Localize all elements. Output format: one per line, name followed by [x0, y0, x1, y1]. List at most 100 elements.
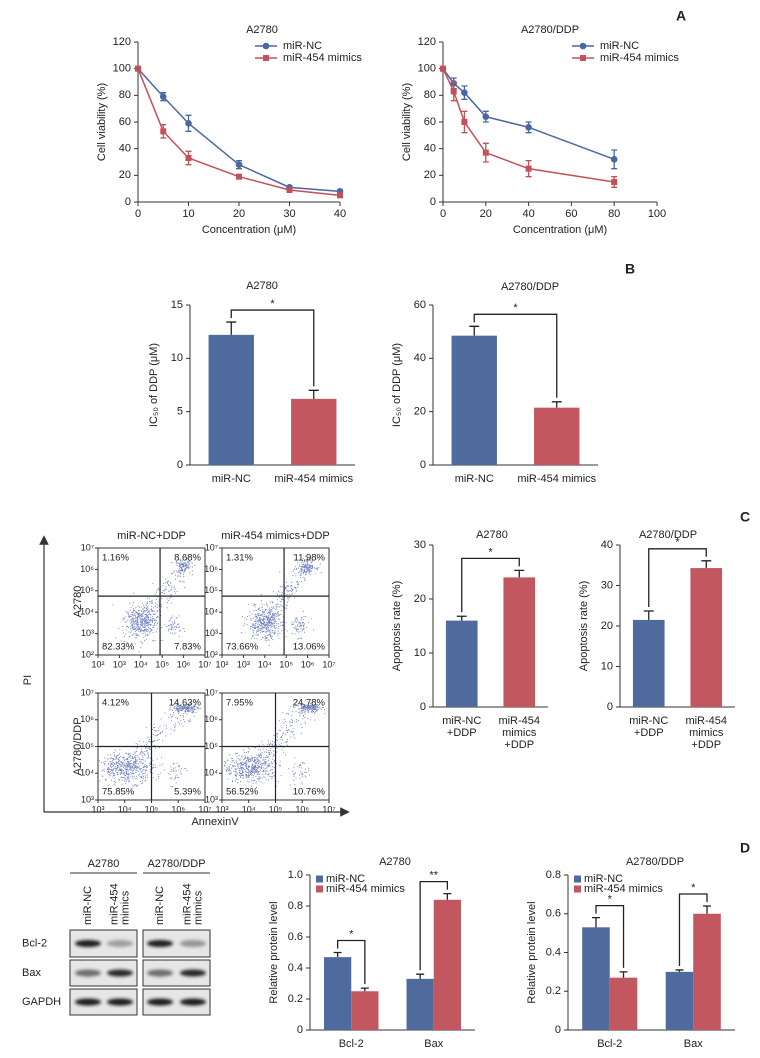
- event-dot: [278, 618, 280, 620]
- event-dot: [248, 773, 250, 775]
- error-bar: [619, 971, 628, 978]
- event-dot: [297, 705, 299, 707]
- event-dot: [268, 765, 270, 767]
- event-dot: [258, 619, 260, 621]
- event-dot: [262, 637, 264, 639]
- event-dot: [310, 711, 312, 713]
- event-dot: [154, 614, 156, 616]
- error-bar: [416, 973, 425, 979]
- event-dot: [163, 593, 166, 595]
- event-dot: [253, 775, 255, 777]
- event-dot: [121, 768, 123, 770]
- x-axis-label: AnnexinV: [191, 816, 239, 828]
- event-dot: [132, 622, 134, 624]
- event-dot: [139, 754, 141, 756]
- event-dot: [298, 707, 300, 710]
- event-dot: [186, 560, 188, 562]
- significance-label: *: [691, 882, 696, 894]
- event-dot: [138, 770, 140, 772]
- event-dot: [119, 773, 121, 775]
- event-dot: [188, 560, 190, 562]
- event-dot: [176, 774, 178, 776]
- event-dot: [259, 610, 261, 612]
- event-dot: [116, 755, 118, 757]
- event-dot: [302, 709, 305, 711]
- y-tick-label: 20: [424, 169, 436, 181]
- event-dot: [140, 770, 142, 772]
- event-dot: [146, 634, 148, 636]
- event-dot: [280, 736, 282, 738]
- event-dot: [109, 763, 112, 765]
- event-dot: [260, 639, 262, 641]
- event-dot: [145, 727, 147, 729]
- event-dot: [277, 739, 279, 742]
- event-dot: [291, 720, 293, 722]
- event-dot: [293, 568, 296, 570]
- event-dot: [239, 767, 241, 769]
- event-dot: [149, 627, 151, 629]
- event-dot: [122, 766, 125, 768]
- event-dot: [280, 774, 282, 776]
- significance-bracket: [678, 893, 708, 966]
- event-dot: [142, 642, 144, 644]
- event-dot: [115, 761, 117, 763]
- event-dot: [252, 780, 254, 782]
- x-tick-label: miR-NC: [442, 715, 481, 727]
- legend-label: miR-454 mimics: [283, 52, 362, 64]
- event-dot: [261, 603, 263, 605]
- chart-title: A2780/DDP: [501, 281, 559, 293]
- event-dot: [173, 633, 175, 635]
- event-dot: [114, 774, 116, 776]
- event-dot: [172, 615, 174, 617]
- event-dot: [301, 564, 303, 566]
- event-dot: [299, 570, 301, 573]
- event-dot: [246, 756, 248, 758]
- event-dot: [127, 761, 129, 763]
- event-dot: [302, 704, 305, 706]
- event-dot: [104, 764, 106, 766]
- event-dot: [135, 772, 137, 774]
- marker: [440, 65, 446, 72]
- event-dot: [268, 772, 270, 774]
- event-dot: [181, 706, 183, 708]
- event-dot: [304, 706, 306, 709]
- event-dot: [312, 708, 314, 711]
- event-dot: [244, 765, 246, 767]
- event-dot: [191, 566, 193, 568]
- event-dot: [138, 634, 140, 637]
- event-dot: [134, 637, 136, 639]
- event-dot: [250, 773, 253, 775]
- event-dot: [257, 628, 259, 630]
- event-dot: [177, 572, 179, 574]
- event-dot: [119, 766, 121, 768]
- event-dot: [286, 585, 288, 587]
- error-bar: [226, 321, 237, 335]
- event-dot: [175, 709, 177, 711]
- event-dot: [304, 563, 306, 565]
- event-dot: [278, 628, 280, 630]
- event-dot: [259, 617, 261, 619]
- event-dot: [147, 747, 149, 749]
- event-dot: [276, 615, 278, 617]
- event-dot: [144, 618, 146, 620]
- event-dot: [160, 639, 162, 642]
- chart-title: A2780/DDP: [639, 529, 697, 541]
- event-dot: [190, 705, 192, 707]
- event-cloud: [99, 698, 202, 789]
- event-dot: [262, 611, 264, 613]
- event-dot: [273, 624, 275, 627]
- event-dot: [126, 760, 128, 763]
- event-dot: [143, 759, 145, 761]
- event-dot: [168, 599, 170, 602]
- event-dot: [234, 753, 236, 755]
- event-dot: [161, 591, 163, 593]
- y-tick-label: 0: [607, 701, 613, 713]
- y-tick-label: 0: [177, 459, 183, 471]
- event-dot: [271, 615, 273, 617]
- event-dot: [152, 759, 154, 761]
- event-dot: [110, 774, 112, 776]
- event-dot: [144, 751, 146, 753]
- event-dot: [147, 736, 149, 738]
- event-dot: [175, 707, 177, 710]
- event-dot: [165, 735, 167, 737]
